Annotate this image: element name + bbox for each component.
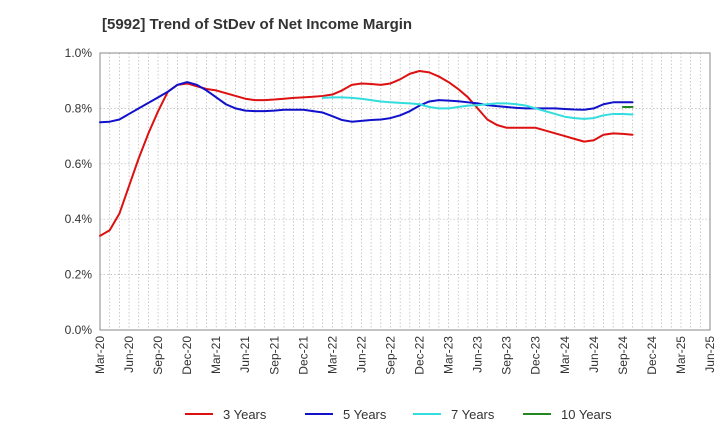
grid-layer	[99, 52, 711, 331]
legend: 3 Years 5 Years 7 Years 10 Years	[185, 407, 612, 422]
x-tick-label: Mar-21	[209, 336, 223, 374]
legend-label-7-years: 7 Years	[451, 407, 495, 422]
x-tick-label: Sep-23	[500, 336, 514, 375]
legend-label-5-years: 5 Years	[343, 407, 387, 422]
x-tick-label: Sep-21	[267, 336, 281, 375]
x-tick-label: Mar-20	[93, 336, 107, 374]
x-tick-label: Mar-22	[325, 336, 339, 374]
y-tick-label: 1.0%	[65, 46, 93, 60]
x-tick-label: Jun-25	[703, 336, 717, 373]
x-tick-label: Sep-20	[151, 336, 165, 375]
x-tick-label: Dec-21	[296, 336, 310, 375]
x-tick-label: Jun-24	[587, 336, 601, 373]
y-tick-label: 0.2%	[65, 268, 93, 282]
plot-area	[100, 53, 710, 330]
x-tick-label: Dec-22	[413, 336, 427, 375]
x-tick-label: Jun-22	[354, 336, 368, 373]
series-line-5-years	[99, 81, 634, 124]
x-tick-label: Dec-23	[529, 336, 543, 375]
x-tick-label: Jun-20	[122, 336, 136, 373]
y-tick-label: 0.0%	[65, 323, 93, 337]
x-tick-label: Sep-22	[383, 336, 397, 375]
x-tick-label: Jun-21	[238, 336, 252, 373]
y-tick-label: 0.6%	[65, 157, 93, 171]
series-line-3-years	[99, 70, 634, 237]
plot-border	[99, 52, 711, 331]
x-tick-label: Mar-25	[674, 336, 688, 374]
series-line-7-years	[321, 96, 634, 120]
chart-title: [5992] Trend of StDev of Net Income Marg…	[102, 16, 413, 33]
series-layer	[99, 70, 634, 237]
x-tick-label: Dec-24	[645, 336, 659, 375]
x-tick-label: Dec-20	[180, 336, 194, 375]
x-tick-label: Mar-23	[442, 336, 456, 374]
y-tick-label: 0.4%	[65, 212, 93, 226]
x-tick-label: Sep-24	[616, 336, 630, 375]
x-tick-label: Jun-23	[471, 336, 485, 373]
x-tick-label: Mar-24	[558, 336, 572, 374]
axis-layer: 0.0% 0.2% 0.4% 0.6% 0.8% 1.0% Mar-20 Jun-20 Sep-…	[65, 46, 717, 375]
legend-label-10-years: 10 Years	[561, 407, 612, 422]
legend-label-3-years: 3 Years	[223, 407, 267, 422]
y-tick-label: 0.8%	[65, 101, 93, 115]
